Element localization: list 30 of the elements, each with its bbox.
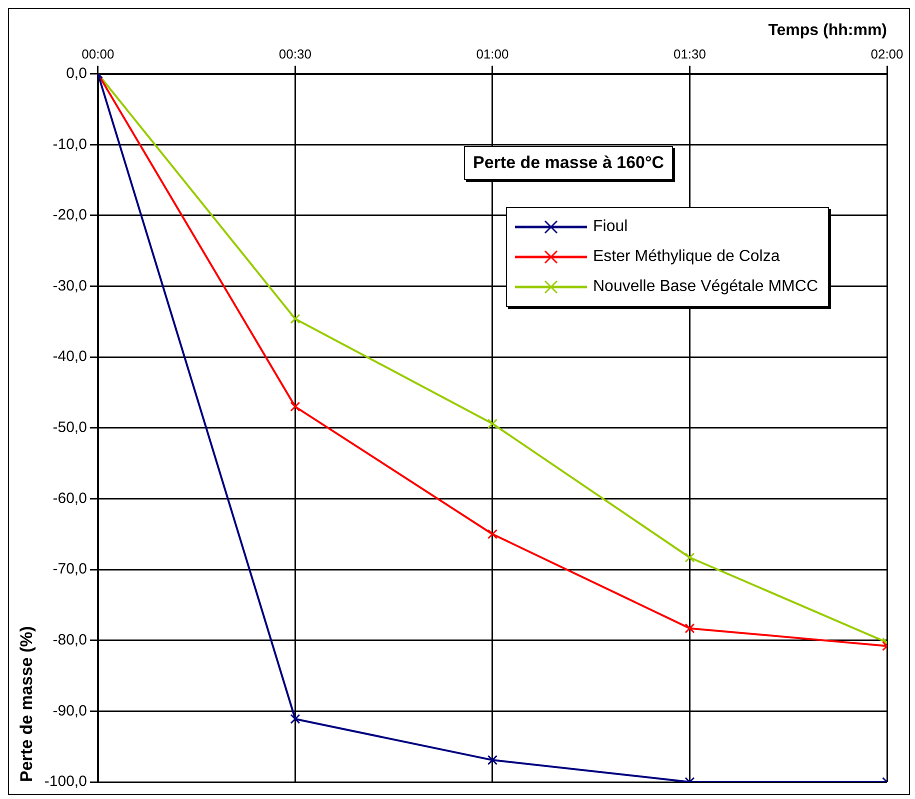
y-tick-label: -50,0: [52, 419, 87, 436]
y-tick-label: -90,0: [52, 702, 87, 720]
y-tick-label: -40,0: [52, 348, 87, 366]
y-tick-label: -30,0: [52, 277, 87, 294]
x-axis-title: Temps (hh:mm): [768, 22, 887, 40]
x-tick-label: 00:00: [82, 46, 114, 62]
x-tick-label: 00:30: [278, 46, 312, 62]
y-tick-label: -80,0: [52, 632, 87, 648]
y-tick-label: -10,0: [52, 136, 87, 153]
point: [290, 402, 300, 412]
y-tick-label: 0,0: [66, 64, 87, 82]
point: [684, 623, 695, 634]
x-tick-label: 01:30: [673, 46, 706, 62]
legend-label: Nouvelle Base Végétale MMCC: [593, 277, 818, 297]
point: [487, 529, 498, 540]
point: [487, 755, 498, 766]
text: Perte de masse à 160°C: [464, 146, 674, 180]
point: [290, 314, 300, 324]
point: [290, 714, 300, 724]
legend-label: Ester Méthylique de Colza: [593, 247, 780, 267]
y-tick-label: -100,0: [44, 773, 87, 790]
y-tick-label: -70,0: [52, 560, 87, 578]
y-tick-label: -20,0: [52, 206, 87, 224]
point: [487, 418, 498, 429]
y-tick-label: -60,0: [52, 490, 87, 507]
legend-label: Fioul: [593, 217, 628, 237]
point: [684, 552, 695, 562]
y-axis-title: Perte de masse (%): [16, 626, 36, 782]
x-tick-label: 02:00: [870, 46, 904, 62]
x-tick-label: 01:00: [476, 46, 509, 62]
